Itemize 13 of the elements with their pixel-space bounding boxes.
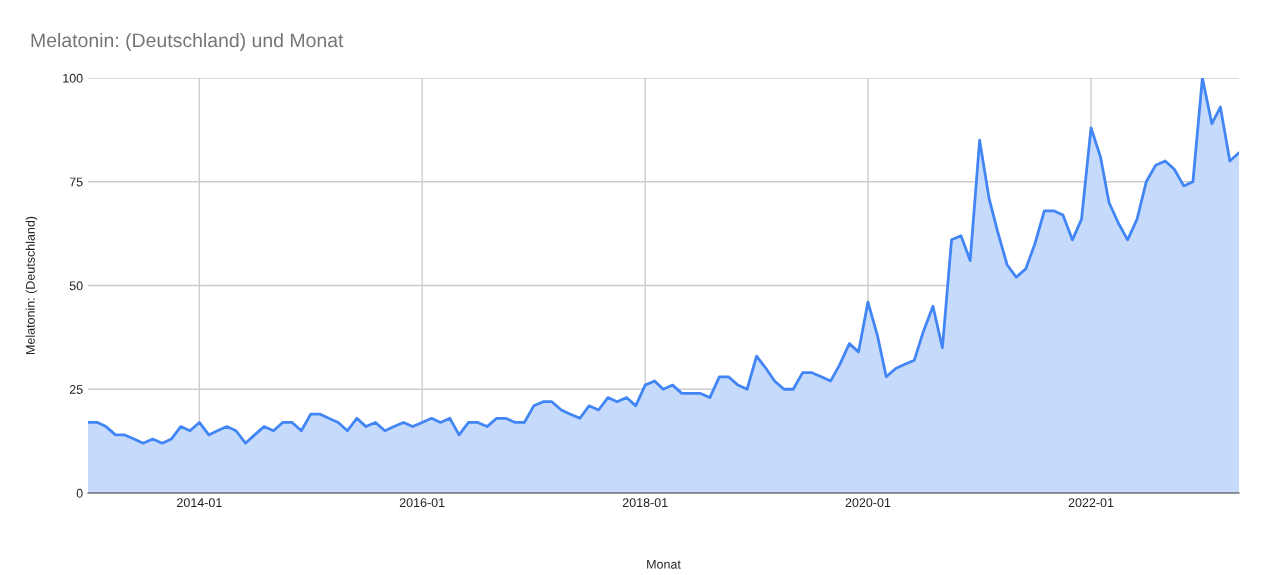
x-tick-label: 2020-01 bbox=[845, 498, 891, 508]
y-tick-label: 100 bbox=[63, 73, 83, 83]
x-tick-label: 2014-01 bbox=[177, 498, 222, 508]
y-tick-label: 75 bbox=[69, 177, 83, 187]
x-tick-label: 2016-01 bbox=[399, 498, 445, 508]
y-axis-title: Melatonin: (Deutschland) bbox=[25, 216, 38, 354]
x-tick-label: 2018-01 bbox=[622, 498, 668, 508]
x-axis-title: Monat bbox=[647, 559, 681, 569]
x-tick-label: 2022-01 bbox=[1068, 498, 1114, 508]
chart-title: Melatonin: (Deutschland) und Monat bbox=[31, 32, 344, 52]
y-tick-label: 50 bbox=[69, 281, 83, 291]
y-tick-label: 0 bbox=[76, 488, 83, 498]
y-tick-label: 25 bbox=[69, 385, 83, 394]
